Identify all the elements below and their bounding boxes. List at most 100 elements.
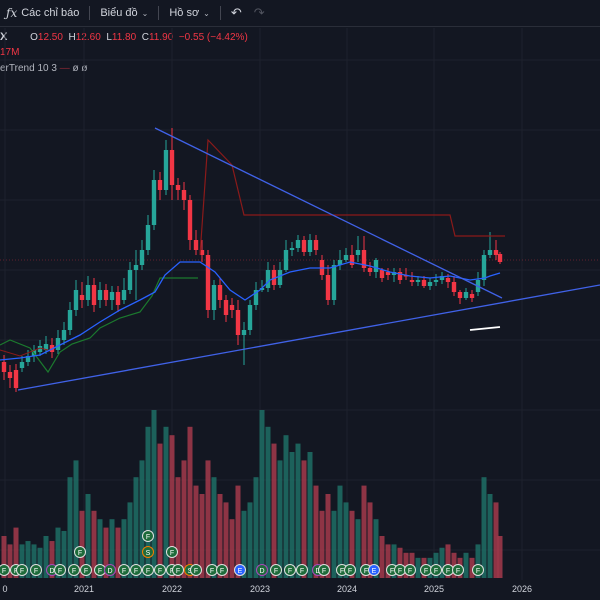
- volume-bar: [139, 460, 145, 578]
- volume-bar: [163, 426, 169, 578]
- candle-body: [415, 280, 421, 282]
- volume-bar: [277, 460, 283, 578]
- volume-bar: [241, 510, 247, 578]
- undo-button[interactable]: ↶: [225, 0, 248, 26]
- event-icon-letter: F: [398, 568, 402, 575]
- open-key: O: [30, 32, 38, 43]
- candle-body: [301, 240, 307, 252]
- candle-body: [241, 330, 247, 335]
- candle-body: [289, 248, 295, 250]
- volume-bar: [49, 541, 55, 578]
- volume-bar: [115, 527, 121, 578]
- volume-bar: [193, 485, 199, 578]
- event-icon-letter: F: [72, 568, 76, 575]
- volume-bar: [253, 477, 259, 578]
- volume-bar: [319, 510, 325, 578]
- close-key: C: [141, 32, 149, 43]
- volume-bar: [229, 519, 235, 578]
- x-axis-label: 2024: [336, 584, 358, 594]
- event-icon-letter: F: [58, 568, 62, 575]
- volume-bar: [439, 547, 445, 578]
- volume-bar: [31, 544, 37, 578]
- event-icon-letter: F: [456, 568, 460, 575]
- candle-body: [109, 292, 115, 300]
- event-icon-letter: F: [158, 568, 162, 575]
- event-icon: [166, 546, 178, 558]
- volume-bar: [235, 485, 241, 578]
- volume-bar: [157, 443, 163, 578]
- event-icon: [30, 564, 42, 576]
- volume-bar: [25, 541, 31, 578]
- chart-menu-button[interactable]: Biểu đồ ⌄: [94, 0, 154, 26]
- candle-body: [337, 260, 343, 265]
- candle-body: [217, 285, 223, 300]
- event-icon: [234, 564, 246, 576]
- redo-button[interactable]: ↷: [248, 0, 271, 26]
- volume-bar: [217, 494, 223, 578]
- candle-body: [373, 260, 379, 272]
- low-value: 11.80: [111, 32, 137, 43]
- event-icon: [472, 564, 484, 576]
- candle-body: [121, 290, 127, 300]
- candle-body: [145, 225, 151, 250]
- volume-bar: [169, 435, 175, 578]
- event-icon-letter: F: [348, 568, 352, 575]
- event-icon: [270, 564, 282, 576]
- event-icon-letter: D: [107, 568, 112, 575]
- volume-bar: [337, 485, 343, 578]
- candle-body: [181, 190, 187, 200]
- candle-body: [55, 338, 61, 350]
- candle-body: [127, 270, 133, 290]
- candle-body: [313, 240, 319, 250]
- event-icon: [296, 564, 308, 576]
- x-axis-label: 2021: [73, 584, 95, 594]
- event-icon: [452, 564, 464, 576]
- event-icon: [318, 564, 330, 576]
- event-icon: [154, 564, 166, 576]
- event-icon-letter: F: [98, 568, 102, 575]
- ohlc-legend: X O12.50 H12.60 L11.80 C11.90 −0.55 (−4.…: [0, 31, 248, 43]
- event-icon-letter: F: [146, 568, 150, 575]
- candle-body: [163, 150, 169, 190]
- candle-body: [463, 292, 469, 298]
- volume-bar: [247, 502, 253, 578]
- volume-bar: [361, 485, 367, 578]
- candle-body: [193, 240, 199, 250]
- volume-bar: [37, 547, 43, 578]
- volume-bar: [403, 552, 409, 578]
- volume-bar: [355, 519, 361, 578]
- candle-body: [427, 282, 433, 286]
- event-icon: [404, 564, 416, 576]
- event-icon: [118, 564, 130, 576]
- top-toolbar: ƒx Các chỉ báo Biểu đồ ⌄ Hồ sơ ⌄ ↶ ↷: [0, 0, 600, 27]
- change-value: −0.55 (−4.42%): [178, 32, 248, 43]
- x-axis-label: 2023: [249, 584, 271, 594]
- candle-body: [169, 150, 175, 185]
- event-icon: [256, 564, 268, 576]
- volume-bar: [301, 460, 307, 578]
- event-icon: [142, 530, 154, 542]
- candle-body: [175, 185, 181, 190]
- symbol-name[interactable]: X: [0, 31, 8, 43]
- event-icon: [74, 546, 86, 558]
- event-icon: [216, 564, 228, 576]
- volume-bar: [43, 536, 49, 578]
- candle-body: [37, 346, 43, 352]
- event-icon-letter: F: [146, 534, 150, 541]
- candle-body: [1, 362, 7, 372]
- candle-body: [157, 180, 163, 190]
- volume-bar: [451, 552, 457, 578]
- volume-bar: [289, 452, 295, 578]
- candle-body: [497, 254, 503, 262]
- event-icon-letter: S: [188, 568, 193, 575]
- x-axis-label: 2022: [161, 584, 183, 594]
- event-icon: [80, 564, 92, 576]
- candle-body: [439, 276, 445, 280]
- indicators-button[interactable]: ƒx Các chỉ báo: [0, 0, 85, 26]
- profile-menu-button[interactable]: Hồ sơ ⌄: [163, 0, 216, 26]
- candle-body: [133, 265, 139, 270]
- candle-body: [7, 372, 13, 378]
- volume-bar: [199, 494, 205, 578]
- candle-body: [73, 290, 79, 310]
